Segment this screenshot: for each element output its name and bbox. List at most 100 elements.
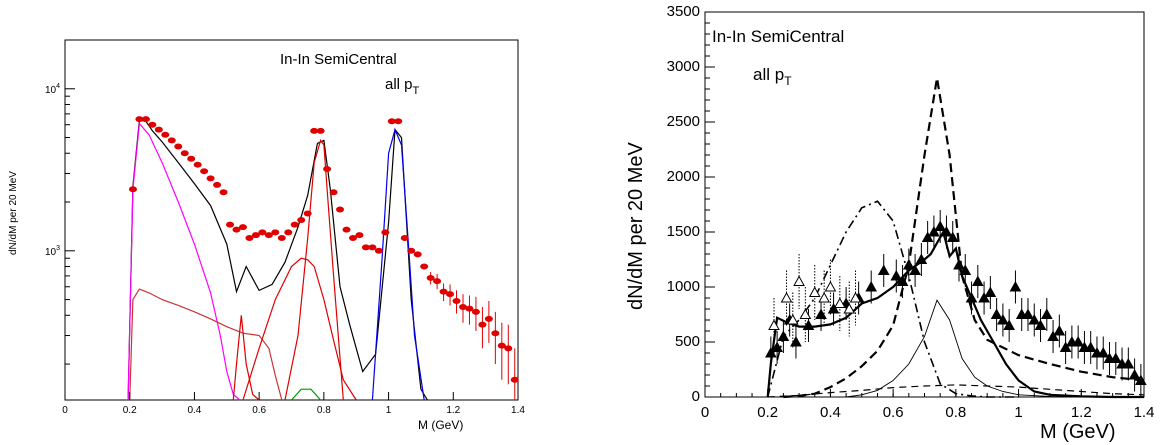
x-tick-label: 0.4 (187, 405, 201, 416)
chart-subtitle: all pT (385, 76, 420, 97)
filled-triangle-point (971, 275, 984, 286)
x-axis-ticks: 0 0.2 0.4 0.6 0.8 1 1.2 1.4 (701, 389, 1154, 421)
filled-triangle-point (1135, 374, 1147, 385)
y-tick-label: 3500 (667, 3, 700, 20)
curve-2 (127, 119, 428, 401)
filled-triangle-point (978, 291, 990, 303)
y-tick-label: 103 (45, 245, 60, 258)
data-point (258, 229, 267, 236)
data-point (323, 165, 332, 172)
data-point (303, 210, 312, 217)
data-point (148, 121, 157, 128)
data-points (765, 210, 1147, 397)
filled-triangle-point (802, 319, 815, 330)
data-point (180, 150, 189, 157)
data-point (355, 232, 364, 239)
y-tick-label: 1000 (667, 278, 700, 295)
data-point (135, 116, 144, 123)
filled-triangle-point (990, 308, 1003, 319)
data-point (413, 251, 422, 258)
data-point (310, 127, 319, 134)
x-tick-label: 0.2 (757, 404, 778, 421)
curve-3 (127, 122, 241, 401)
data-point (491, 330, 500, 337)
y-axis-ticks: 103 104 (45, 39, 75, 365)
x-tick-label: 1.4 (511, 405, 525, 416)
filled-triangle-point (790, 335, 802, 347)
filled-triangle-point (946, 231, 959, 242)
curve-4 (129, 288, 283, 401)
data-point (187, 155, 196, 162)
filled-triangle-point (928, 225, 940, 237)
filled-triangle-point (890, 269, 903, 281)
data-points (128, 116, 519, 400)
data-point (193, 161, 202, 168)
filled-triangle-point (915, 253, 928, 264)
data-point (361, 244, 370, 251)
data-point (484, 315, 493, 322)
data-point (277, 234, 286, 241)
data-point (271, 229, 280, 236)
open-triangle-point (843, 302, 856, 314)
data-point (290, 221, 299, 228)
open-triangle-point (793, 275, 805, 286)
data-point (213, 181, 222, 188)
data-point (394, 118, 403, 125)
y-axis-label: dN/dM per 20 MeV (625, 141, 647, 310)
data-point (504, 345, 513, 352)
data-point (387, 118, 396, 125)
x-tick-label: 1.2 (1071, 404, 1092, 421)
data-point (200, 168, 209, 175)
filled-triangle-point (1053, 324, 1066, 336)
filled-triangle-point (1128, 368, 1141, 380)
filled-triangle-point (1122, 357, 1135, 369)
data-point (439, 288, 448, 295)
filled-triangle-point (865, 280, 878, 292)
open-triangle-point (799, 308, 812, 319)
data-point (478, 321, 487, 328)
data-point (316, 127, 325, 134)
filled-triangle-point (1022, 308, 1034, 319)
curve-7 (284, 139, 344, 401)
filled-triangle-point (965, 291, 978, 303)
curve-5 (232, 315, 260, 401)
x-tick-label: 1.2 (446, 405, 460, 416)
data-point (238, 224, 247, 231)
y-tick-label: 3000 (667, 58, 700, 75)
filled-triangle-point (1003, 319, 1016, 330)
y-axis-ticks: 0 500 1000 1500 2000 2500 3000 3500 (667, 3, 715, 405)
y-tick-label: 0 (692, 388, 700, 405)
filled-triangle-point (921, 231, 934, 242)
x-tick-label: 0 (62, 405, 68, 416)
open-triangle-point (849, 291, 862, 303)
filled-triangle-point (953, 258, 965, 270)
x-tick-label: 0.6 (252, 405, 266, 416)
chart-title: In-In SemiCentral (712, 27, 844, 46)
filled-triangle-point (997, 313, 1009, 325)
x-tick-label: 1 (1014, 404, 1022, 421)
data-point (336, 206, 345, 213)
filled-triangle-point (1028, 313, 1041, 325)
x-tick-label: 0.8 (317, 405, 331, 416)
filled-triangle-point (1009, 280, 1022, 292)
data-point (154, 126, 163, 133)
x-tick-label: 0.8 (945, 404, 966, 421)
data-point (368, 244, 377, 251)
data-point (381, 229, 390, 236)
filled-triangle-point (1034, 319, 1047, 330)
data-point (264, 232, 273, 239)
data-point (497, 342, 506, 349)
filled-triangle-point (934, 220, 947, 231)
data-point (251, 232, 260, 239)
data-point (329, 189, 338, 196)
right-chart: 0 0.2 0.4 0.6 0.8 1 1.2 1.4 0 500 1000 1500 2000 250… (625, 3, 1154, 443)
curve-8 (371, 127, 425, 401)
data-point (458, 303, 467, 310)
curve-5 (766, 200, 1019, 398)
y-tick-label: 1500 (667, 223, 700, 240)
data-point (226, 221, 235, 228)
x-tick-label: 0.6 (883, 404, 904, 421)
plot-frame (64, 39, 519, 401)
filled-triangle-point (815, 308, 827, 319)
